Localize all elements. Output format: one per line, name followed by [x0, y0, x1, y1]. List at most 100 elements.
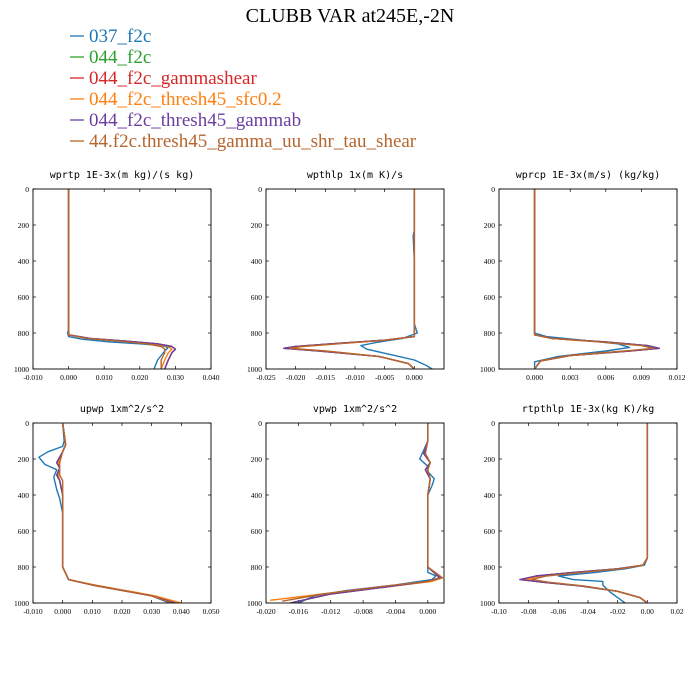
x-tick-label: -0.04	[580, 607, 596, 616]
x-tick-label: 0.009	[633, 373, 650, 382]
x-tick-label: -0.005	[375, 373, 395, 382]
series-group	[283, 189, 433, 369]
y-tick-label: 800	[18, 563, 30, 572]
x-tick-label: 0.040	[173, 607, 190, 616]
y-tick-label: 600	[18, 293, 30, 302]
y-tick-label: 600	[251, 527, 263, 536]
x-tick-label: 0.000	[419, 607, 436, 616]
x-tick-label: 0.003	[562, 373, 579, 382]
plot-frame	[498, 188, 678, 370]
series-group	[519, 423, 649, 603]
x-tick-label: 0.006	[597, 373, 614, 382]
plot-frame	[32, 188, 212, 370]
series-line	[298, 423, 437, 603]
x-tick-label: 0.020	[114, 607, 131, 616]
plot-frame	[265, 422, 445, 604]
panel-title: wpthlp 1x(m K)/s	[307, 170, 403, 181]
series-line	[59, 423, 173, 603]
x-tick-label: 0.000	[526, 373, 543, 382]
series-group	[66, 189, 177, 369]
x-tick-label: 0.010	[96, 373, 113, 382]
panel: wpthlp 1x(m K)/s 0 200 400 600 800 1000-0.025 -…	[247, 170, 445, 382]
x-tick-label: 0.020	[131, 373, 148, 382]
legend-entry: 044_f2c_thresh45_gammab	[70, 110, 301, 131]
x-tick-label: -0.020	[256, 607, 276, 616]
y-tick-label: 200	[484, 455, 496, 464]
y-tick-label: 800	[18, 329, 30, 338]
legend-label: 044_f2c_gammashear	[89, 68, 257, 89]
series-line	[290, 423, 441, 603]
plot-frame	[498, 422, 678, 604]
series-line	[360, 189, 433, 369]
legend-entry: 44.f2c.thresh45_gamma_uu_shr_tau_shear	[70, 131, 417, 152]
x-tick-label: 0.00	[641, 607, 654, 616]
y-tick-label: 200	[18, 221, 30, 230]
y-tick-label: 200	[484, 221, 496, 230]
x-tick-label: 0.010	[84, 607, 101, 616]
panel-title: wprcp 1E-3x(m/s) (kg/kg)	[516, 170, 661, 181]
series-line	[290, 423, 441, 603]
legend-label: 037_f2c	[89, 26, 151, 47]
x-tick-label: -0.010	[345, 373, 365, 382]
series-line	[519, 423, 649, 603]
panel-title: vpwp 1xm^2/s^2	[313, 404, 397, 415]
series-line	[557, 423, 649, 603]
figure-title: CLUBB VAR at245E,-2N	[246, 5, 455, 27]
series-line	[57, 423, 182, 603]
y-tick-label: 800	[251, 563, 263, 572]
panel: rtpthlp 1E-3x(kg K)/kg02004006008001000-…	[480, 404, 684, 616]
series-line	[67, 189, 166, 369]
panel: vpwp 1xm^2/s^2 0 200 400 600 800 1000-0.020 -0.…	[247, 404, 445, 616]
panel: upwp 1xm^2/s^2 0 200 400 600 800 1000-0.010 0.0…	[14, 404, 220, 616]
x-tick-label: -0.10	[491, 607, 507, 616]
panel: wprcp 1E-3x(m/s) (kg/kg) 0 200 400 600 800 100…	[480, 170, 686, 382]
legend-label: 044_f2c_thresh45_gammab	[89, 110, 301, 131]
x-tick-label: -0.012	[321, 607, 341, 616]
x-tick-label: -0.02	[610, 607, 626, 616]
x-tick-label: -0.004	[386, 607, 406, 616]
y-tick-label: 200	[251, 221, 263, 230]
plot-frame	[32, 422, 212, 604]
series-line	[533, 189, 631, 369]
y-tick-label: 1000	[480, 599, 495, 608]
y-tick-label: 600	[484, 527, 496, 536]
x-tick-label: 0.040	[203, 373, 220, 382]
x-tick-label: -0.025	[256, 373, 276, 382]
y-tick-label: 400	[18, 257, 30, 266]
y-tick-label: 600	[484, 293, 496, 302]
series-line	[289, 189, 416, 369]
x-tick-label: 0.02	[670, 607, 683, 616]
legend-label: 044_f2c	[89, 47, 151, 68]
legend-label: 44.f2c.thresh45_gamma_uu_shr_tau_shear	[89, 131, 417, 152]
series-line	[56, 423, 176, 603]
y-tick-label: 1000	[14, 365, 29, 374]
x-tick-label: 0.000	[54, 607, 71, 616]
x-tick-label: 0.050	[203, 607, 220, 616]
series-line	[533, 189, 654, 369]
legend-entry: 044_f2c	[70, 47, 151, 68]
x-tick-label: -0.010	[23, 373, 43, 382]
series-group	[269, 423, 444, 603]
x-tick-label: -0.010	[23, 607, 43, 616]
series-line	[66, 189, 169, 369]
series-line	[282, 423, 444, 602]
y-tick-label: 600	[18, 527, 30, 536]
y-tick-label: 200	[18, 455, 30, 464]
y-tick-label: 1000	[247, 599, 262, 608]
x-tick-label: 0.030	[143, 607, 160, 616]
y-tick-label: 400	[251, 491, 263, 500]
x-tick-label: -0.008	[353, 607, 373, 616]
y-tick-label: 400	[484, 491, 496, 500]
y-tick-label: 200	[251, 455, 263, 464]
legend-entry: 044_f2c_gammashear	[70, 68, 257, 89]
y-tick-label: 800	[251, 329, 263, 338]
series-group	[38, 423, 182, 603]
series-line	[530, 423, 649, 603]
y-tick-label: 0	[258, 185, 262, 194]
y-tick-label: 0	[25, 185, 29, 194]
y-tick-label: 600	[251, 293, 263, 302]
y-tick-label: 1000	[480, 365, 495, 374]
series-line	[38, 423, 170, 603]
panel-title: wprtp 1E-3x(m kg)/(s kg)	[50, 170, 195, 181]
